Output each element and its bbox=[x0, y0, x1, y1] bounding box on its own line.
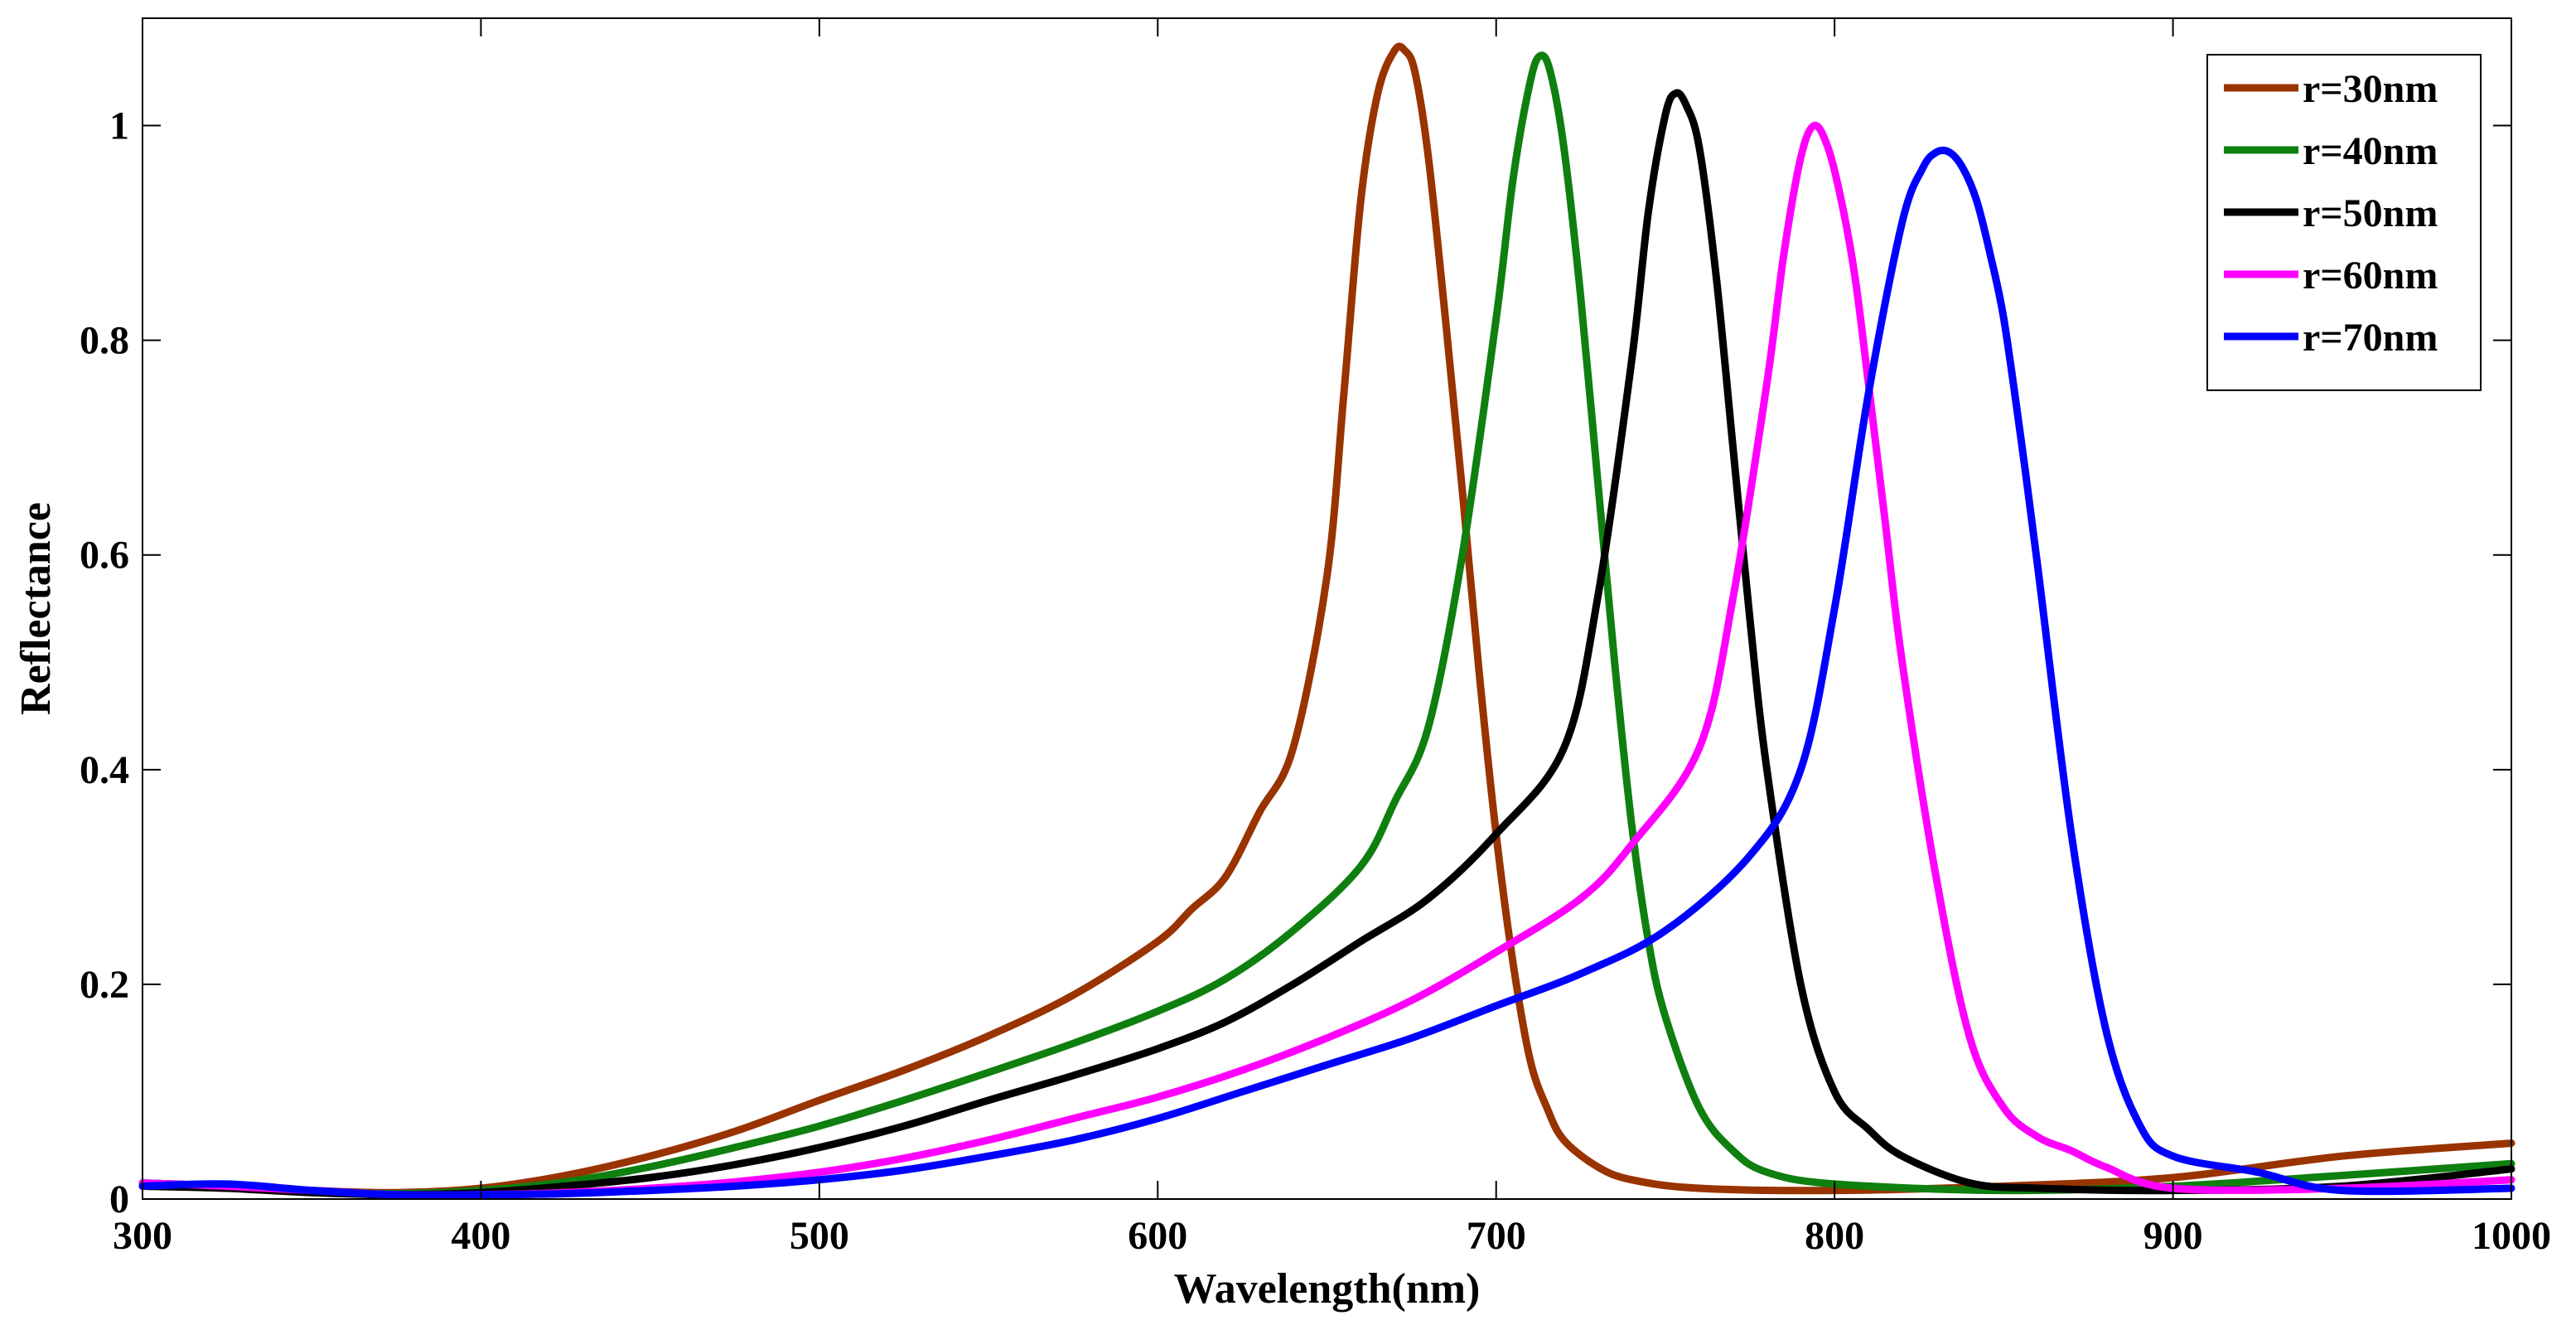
y-tick-label: 0.2 bbox=[80, 963, 129, 1007]
plot-series-group bbox=[138, 42, 2516, 1199]
y-axis-label: Reflectance bbox=[12, 502, 60, 715]
x-tick-label: 900 bbox=[2143, 1214, 2203, 1258]
x-tick-label: 300 bbox=[113, 1214, 172, 1258]
x-tick-label: 700 bbox=[1467, 1214, 1526, 1258]
axis-ticks-group bbox=[142, 18, 2512, 1200]
y-tick-label: 1 bbox=[109, 104, 129, 148]
plot-area-frame bbox=[142, 17, 2512, 1200]
legend-label-r-40nm: r=40nm bbox=[2303, 129, 2438, 173]
legend-label-r-60nm: r=60nm bbox=[2303, 254, 2438, 297]
y-tick-label: 0 bbox=[109, 1178, 129, 1221]
x-tick-label: 500 bbox=[790, 1214, 849, 1258]
legend-label-r-70nm: r=70nm bbox=[2303, 316, 2438, 360]
legend-label-r-50nm: r=50nm bbox=[2303, 191, 2438, 235]
y-tick-label: 0.6 bbox=[80, 534, 129, 578]
series-line-r-70nm bbox=[138, 147, 2516, 1199]
series-line-r-30nm bbox=[138, 42, 2516, 1197]
x-tick-label: 800 bbox=[1805, 1214, 1864, 1258]
x-tick-labels: 300 400 500 600 700 800 900 1000 bbox=[113, 1214, 2551, 1258]
x-tick-label: 1000 bbox=[2472, 1214, 2551, 1258]
y-tick-labels: 0 0.2 0.4 0.6 0.8 1 bbox=[80, 104, 129, 1221]
y-tick-label: 0.4 bbox=[80, 748, 129, 792]
x-axis-label: Wavelength(nm) bbox=[1174, 1265, 1481, 1313]
y-tick-label: 0.8 bbox=[80, 319, 129, 363]
x-tick-label: 400 bbox=[451, 1214, 510, 1258]
series-line-r-40nm bbox=[138, 51, 2516, 1198]
series-line-r-60nm bbox=[138, 121, 2516, 1199]
legend-label-r-30nm: r=30nm bbox=[2303, 67, 2438, 111]
series-line-r-50nm bbox=[138, 89, 2516, 1199]
legend: r=30nm r=40nm r=50nm r=60nm r=70nm bbox=[2206, 54, 2482, 391]
x-tick-label: 600 bbox=[1128, 1214, 1187, 1258]
